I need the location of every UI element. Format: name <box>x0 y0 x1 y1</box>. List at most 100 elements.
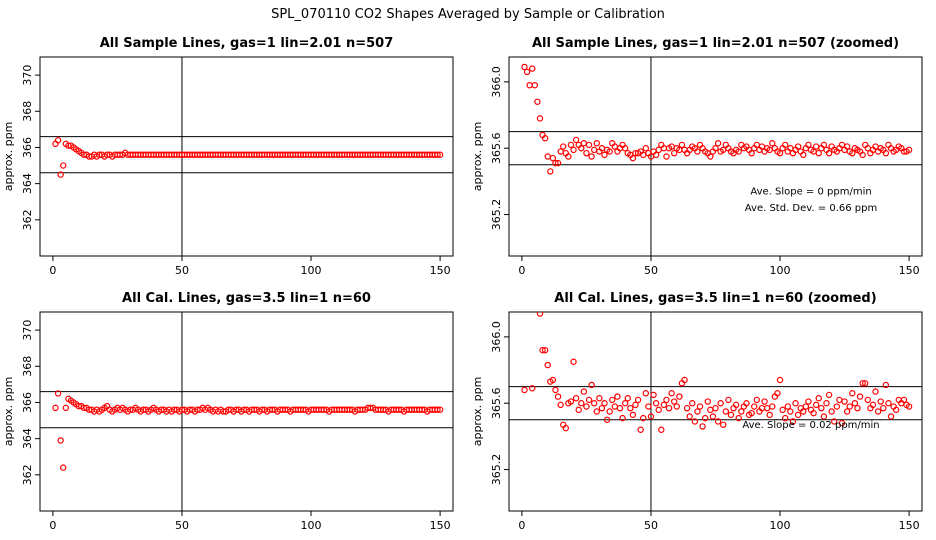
data-point <box>892 406 900 414</box>
data-point <box>629 411 637 419</box>
plot-frame <box>39 56 454 257</box>
data-point <box>652 400 660 407</box>
data-point <box>748 149 755 157</box>
data-point <box>652 151 660 159</box>
data-point <box>714 140 722 147</box>
data-point <box>585 396 593 404</box>
y-tick-label: 362 <box>21 464 34 485</box>
x-tick-label: 100 <box>770 264 791 277</box>
data-point <box>436 151 444 158</box>
data-point <box>588 381 595 389</box>
data-point <box>836 396 843 404</box>
chart-title: All Cal. Lines, gas=3.5 lin=1 n=60 <box>122 291 371 306</box>
data-point <box>658 426 665 433</box>
data-point <box>820 413 828 420</box>
data-point <box>616 404 624 412</box>
data-point <box>663 396 670 404</box>
data-point <box>872 388 879 395</box>
data-point <box>609 396 616 404</box>
data-point <box>769 140 776 147</box>
data-point <box>536 312 544 317</box>
data-point <box>606 148 613 155</box>
data-point <box>567 398 575 405</box>
data-point <box>885 400 892 407</box>
data-point <box>725 396 732 404</box>
data-point <box>751 403 758 410</box>
data-point <box>717 400 724 407</box>
data-point <box>523 68 531 76</box>
data-point <box>802 403 810 410</box>
figure-title: SPL_070110 CO2 Shapes Averaged by Sample… <box>271 7 665 22</box>
y-tick-label: 366 <box>21 137 34 158</box>
data-point <box>547 168 554 175</box>
data-point <box>578 145 585 152</box>
data-point <box>874 408 882 415</box>
annotation-text: Ave. Slope = 0 ppm/min <box>750 187 871 198</box>
data-point <box>554 159 562 167</box>
y-tick-label: 368 <box>21 356 34 377</box>
y-tick-label: 365.6 <box>490 132 503 164</box>
plot-data <box>509 57 922 256</box>
data-point <box>655 146 662 154</box>
data-point <box>580 140 588 147</box>
y-tick-label: 370 <box>21 65 34 86</box>
data-point <box>900 396 908 404</box>
data-point <box>792 400 799 407</box>
data-point <box>552 159 559 167</box>
data-point <box>611 403 619 410</box>
data-point <box>596 395 603 402</box>
data-point <box>647 413 655 420</box>
data-point <box>434 151 441 158</box>
data-point <box>761 398 768 405</box>
data-point <box>624 395 631 402</box>
data-point <box>572 395 580 402</box>
x-tick-label: 0 <box>49 519 56 532</box>
chart-title: All Sample Lines, gas=1 lin=2.01 n=507 <box>100 36 394 51</box>
chart-title: All Cal. Lines, gas=3.5 lin=1 n=60 (zoom… <box>554 291 876 306</box>
data-point <box>544 361 551 369</box>
data-point <box>805 398 812 405</box>
data-point <box>696 403 704 410</box>
data-point <box>707 153 714 160</box>
plot-data <box>40 312 453 511</box>
data-point <box>634 396 642 404</box>
plot-data <box>40 57 453 256</box>
data-point <box>549 376 557 384</box>
data-point <box>642 145 650 152</box>
data-point <box>544 153 551 160</box>
data-point <box>787 408 794 415</box>
data-point <box>683 404 691 412</box>
data-point <box>735 148 742 155</box>
x-tick-label: 100 <box>301 519 322 532</box>
x-tick-label: 150 <box>430 264 451 277</box>
data-point <box>681 376 688 384</box>
data-point <box>637 426 644 433</box>
data-point <box>54 390 62 397</box>
data-point <box>766 411 773 419</box>
plot-frame <box>508 56 923 257</box>
data-point <box>859 151 866 159</box>
data-point <box>539 346 546 354</box>
data-point <box>54 137 62 144</box>
data-point <box>849 390 856 397</box>
chart-title: All Sample Lines, gas=1 lin=2.01 n=507 (… <box>532 36 899 51</box>
data-point <box>818 404 825 412</box>
data-point <box>521 63 528 71</box>
data-point <box>593 408 600 415</box>
data-point <box>905 146 913 154</box>
data-point <box>621 145 629 152</box>
data-point <box>557 148 564 155</box>
data-point <box>619 414 626 422</box>
data-point <box>52 404 59 412</box>
data-point <box>62 404 70 412</box>
data-point <box>774 390 781 397</box>
x-tick-label: 50 <box>644 264 658 277</box>
data-point <box>851 400 859 407</box>
y-tick-label: 366.0 <box>490 66 503 98</box>
annotation-text: Ave. Std. Dev. = 0.66 ppm <box>745 203 877 214</box>
y-tick-label: 364 <box>21 428 34 449</box>
data-point <box>526 81 533 89</box>
data-point <box>794 411 802 419</box>
data-point <box>534 98 541 105</box>
